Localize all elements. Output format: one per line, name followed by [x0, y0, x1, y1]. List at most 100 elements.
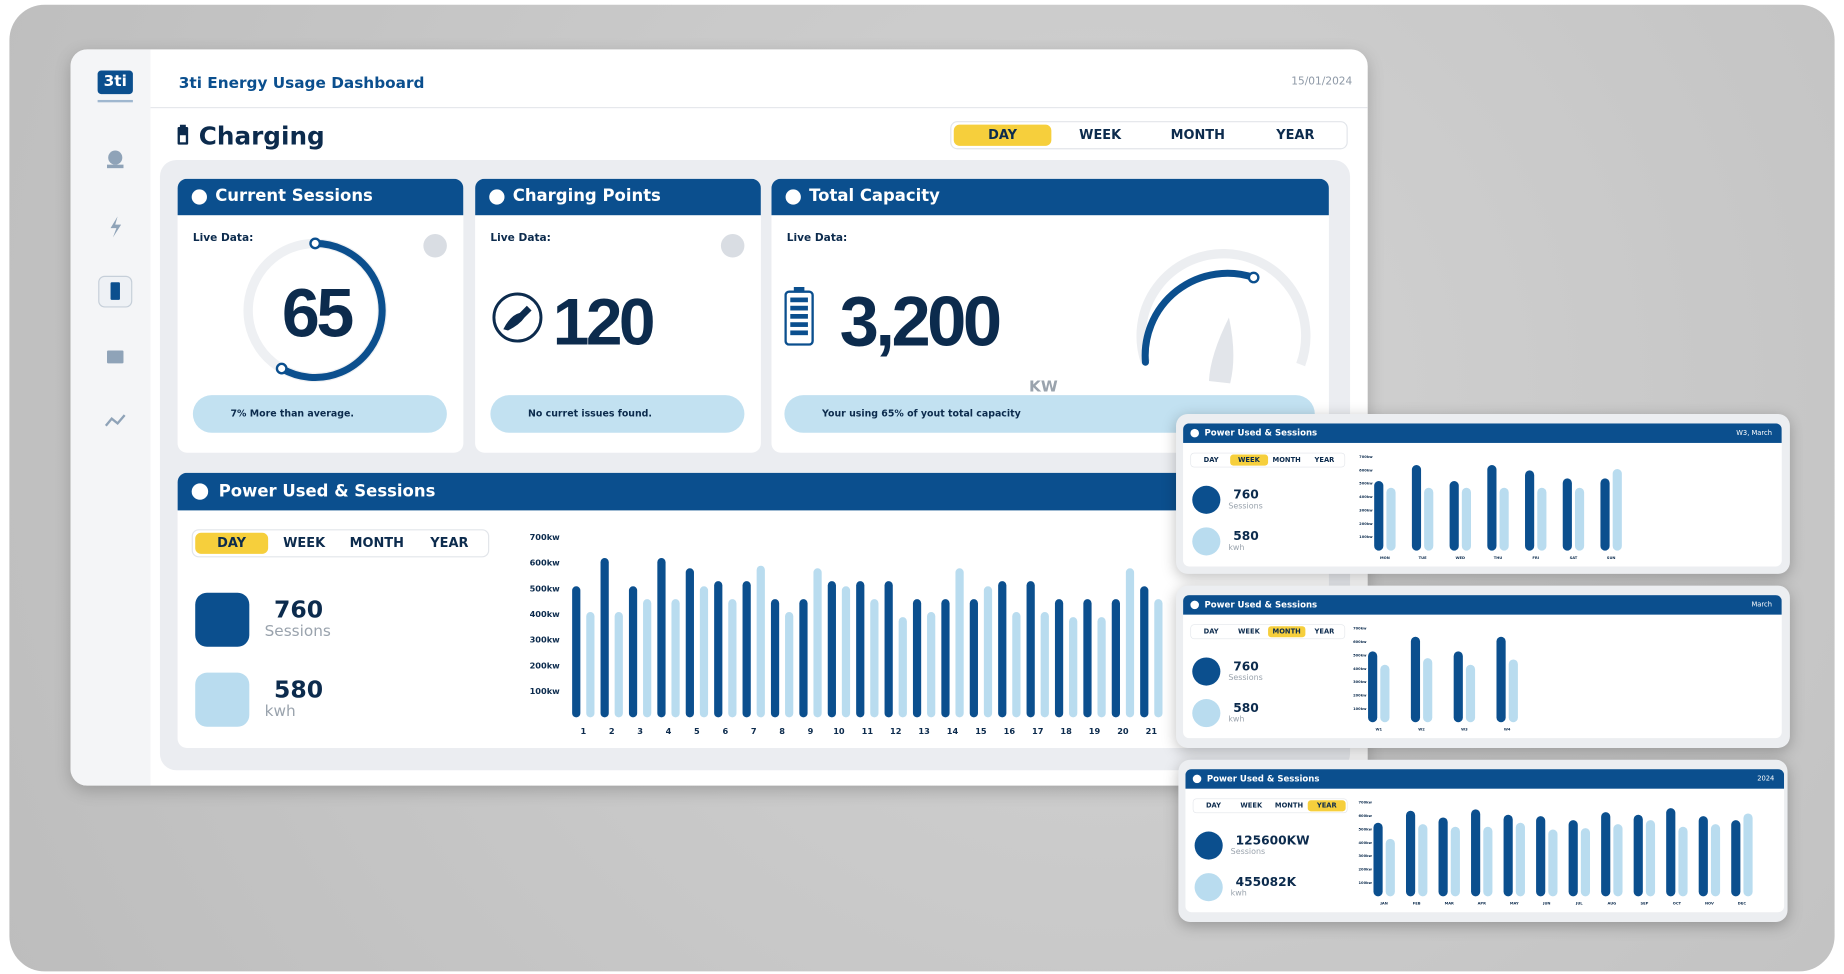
- calendar-icon[interactable]: [107, 350, 124, 364]
- tab[interactable]: YEAR: [1276, 127, 1315, 143]
- y-tick-label: 100kw: [530, 686, 561, 696]
- bar: [1743, 813, 1753, 897]
- y-tick-label: 200kw: [1358, 868, 1372, 872]
- y-tick-label: 500kw: [1359, 482, 1373, 486]
- bar: [628, 586, 638, 718]
- period-tabs: DAY WEEK MONTH YEAR: [1192, 798, 1348, 814]
- stat-value: 760: [1233, 658, 1259, 674]
- tab[interactable]: YEAR: [1314, 455, 1335, 464]
- x-tick-label: W1: [1375, 728, 1382, 732]
- tab[interactable]: WEEK: [283, 535, 326, 551]
- panel-title: Power Used & Sessions: [1204, 599, 1318, 610]
- x-tick-label: SUN: [1607, 556, 1616, 560]
- bar: [1562, 478, 1572, 551]
- tab[interactable]: WEEK: [1079, 127, 1122, 143]
- y-tick-label: 700kw: [530, 532, 561, 542]
- panel-title: Power Used & Sessions: [1204, 428, 1318, 439]
- popup-panel: Power Used & Sessions W3, March DAY WEEK MON…: [1183, 423, 1782, 567]
- popup-panel: Power Used & Sessions March DAY WEEK MONTH YE…: [1183, 595, 1782, 739]
- bar: [1111, 599, 1120, 718]
- battery-gauge-icon: [784, 286, 814, 346]
- x-tick-label: 13: [918, 726, 930, 736]
- stat-value: 760: [1233, 486, 1259, 502]
- tab[interactable]: MONTH: [349, 535, 404, 551]
- x-tick-label: 20: [1117, 726, 1129, 736]
- stat-value: 580: [274, 675, 324, 704]
- x-tick-label: MAR: [1445, 902, 1454, 906]
- tab[interactable]: MONTH: [1274, 801, 1304, 810]
- tab[interactable]: DAY: [1205, 801, 1221, 810]
- y-tick-label: 300kw: [1358, 854, 1372, 858]
- live-label: Live Data:: [490, 232, 551, 245]
- gauge-needle: [1208, 317, 1234, 384]
- stat-swatch: [1192, 527, 1221, 556]
- x-tick-label: 7: [751, 726, 757, 736]
- tab[interactable]: WEEK: [1237, 627, 1260, 636]
- tab[interactable]: DAY: [195, 532, 268, 554]
- x-tick-label: APR: [1478, 902, 1487, 906]
- card-value: 3,200: [839, 282, 1002, 362]
- panel-header: Power Used & Sessions March: [1183, 595, 1782, 615]
- y-tick-label: 200kw: [1353, 694, 1367, 698]
- bar: [1503, 814, 1513, 897]
- bar: [1040, 611, 1049, 718]
- tab[interactable]: MONTH: [1170, 127, 1225, 143]
- card-icon: [489, 189, 505, 205]
- bar: [1574, 487, 1585, 551]
- y-tick-label: 200kw: [530, 660, 561, 670]
- popup-panel: Power Used & Sessions 2024 DAY WEEK MONTH YEA…: [1185, 769, 1785, 913]
- bar: [1012, 611, 1021, 718]
- card: Charging Points Live Data: 120 No curret…: [475, 178, 761, 453]
- bar: [1536, 816, 1546, 897]
- tab[interactable]: MONTH: [1267, 626, 1306, 638]
- stat-label: kwh: [1228, 543, 1245, 553]
- stats-icon[interactable]: [104, 414, 126, 427]
- ring-dot: [309, 237, 322, 250]
- bar: [1461, 487, 1472, 551]
- bar: [1515, 822, 1525, 897]
- panel-header: Power Used & Sessions: [177, 472, 1329, 511]
- tab[interactable]: WEEK: [1240, 801, 1263, 810]
- y-tick-label: 300kw: [1353, 680, 1367, 684]
- stat-swatch: [195, 672, 250, 727]
- panel-icon: [191, 483, 209, 500]
- tab[interactable]: YEAR: [1314, 627, 1335, 636]
- page-title: Charging: [198, 122, 325, 151]
- bar: [955, 568, 964, 718]
- card-title-text: Current Sessions: [215, 186, 373, 206]
- x-tick-label: W3: [1461, 728, 1468, 732]
- tab[interactable]: DAY: [1203, 455, 1219, 464]
- tab[interactable]: MONTH: [1272, 455, 1301, 464]
- stat-label: kwh: [264, 703, 296, 721]
- power-icon[interactable]: [110, 216, 122, 238]
- y-tick-label: 600kw: [1359, 468, 1373, 472]
- tab[interactable]: DAY: [953, 124, 1052, 146]
- x-tick-label: 12: [890, 726, 901, 736]
- bar: [1423, 658, 1433, 723]
- x-tick-label: DEC: [1738, 902, 1747, 906]
- y-tick-label: 400kw: [530, 609, 561, 619]
- location-icon[interactable]: [108, 150, 123, 165]
- stat-value: 760: [274, 595, 324, 624]
- stat-value: 455082K: [1235, 874, 1297, 889]
- x-tick-label: JAN: [1380, 902, 1388, 906]
- card-icon: [785, 189, 801, 205]
- x-tick-label: MON: [1380, 556, 1390, 560]
- card: Current Sessions Live Data: 65 7% More t…: [177, 178, 464, 453]
- stat-swatch: [1194, 831, 1223, 860]
- x-tick-label: SAT: [1570, 556, 1578, 560]
- tab[interactable]: YEAR: [1307, 800, 1346, 812]
- bar: [785, 611, 794, 718]
- tab[interactable]: DAY: [1203, 627, 1219, 636]
- tab[interactable]: YEAR: [430, 535, 469, 551]
- y-tick-label: 200kw: [1359, 522, 1373, 526]
- session-ring: [243, 237, 387, 383]
- tab[interactable]: WEEK: [1230, 454, 1268, 466]
- bar: [1483, 826, 1493, 897]
- panel-icon: [1192, 774, 1202, 784]
- bar: [827, 581, 836, 718]
- bar: [1411, 465, 1422, 551]
- x-tick-label: 15: [975, 726, 987, 736]
- bar: [1601, 812, 1611, 897]
